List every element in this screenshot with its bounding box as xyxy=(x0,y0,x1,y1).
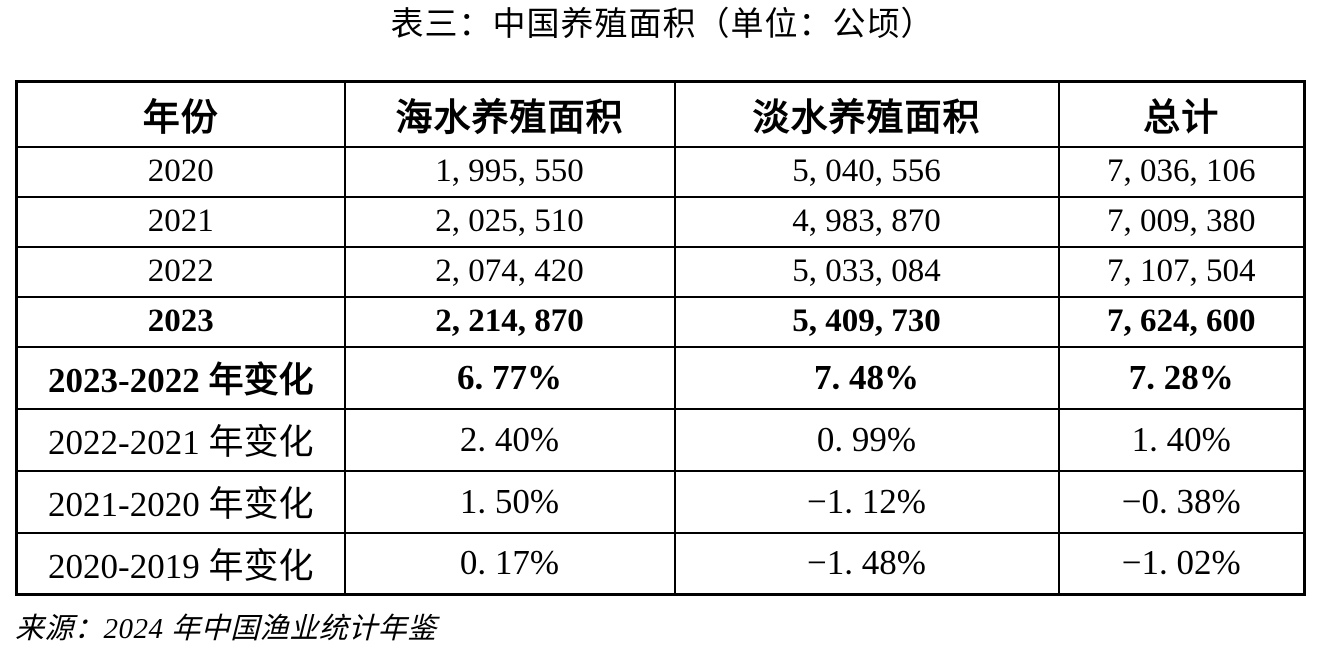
marine-change-cell: 2. 40% xyxy=(343,407,676,472)
table-row-2022: 2022 2, 074, 420 5, 033, 084 7, 107, 504 xyxy=(15,245,1306,298)
freshwater-value-cell: 5, 409, 730 xyxy=(673,295,1060,348)
change-label-cell: 2021-2020 年变化 xyxy=(15,469,346,534)
header-freshwater-area: 淡水养殖面积 xyxy=(673,80,1060,148)
aquaculture-area-table: 年份 海水养殖面积 淡水养殖面积 总计 2020 1, 995, 550 5, … xyxy=(15,80,1306,596)
freshwater-change-cell: 0. 99% xyxy=(673,407,1060,472)
freshwater-value-cell: 5, 040, 556 xyxy=(673,145,1060,198)
marine-value-cell: 2, 074, 420 xyxy=(343,245,676,298)
marine-value-cell: 2, 025, 510 xyxy=(343,195,676,248)
total-value-cell: 7, 624, 600 xyxy=(1057,295,1306,348)
table-row-change-2021-2020: 2021-2020 年变化 1. 50% −1. 12% −0. 38% xyxy=(15,469,1306,534)
freshwater-change-cell: 7. 48% xyxy=(673,345,1060,410)
table-title: 表三：中国养殖面积（单位：公顷） xyxy=(390,7,935,43)
header-year: 年份 xyxy=(15,80,346,148)
marine-change-cell: 6. 77% xyxy=(343,345,676,410)
freshwater-change-cell: −1. 12% xyxy=(673,469,1060,534)
freshwater-change-cell: −1. 48% xyxy=(673,531,1060,596)
header-marine-area: 海水养殖面积 xyxy=(343,80,676,148)
year-cell: 2022 xyxy=(15,245,346,298)
table-row-change-2022-2021: 2022-2021 年变化 2. 40% 0. 99% 1. 40% xyxy=(15,407,1306,472)
total-change-cell: −0. 38% xyxy=(1057,469,1306,534)
table-header-row: 年份 海水养殖面积 淡水养殖面积 总计 xyxy=(15,80,1306,148)
year-cell: 2020 xyxy=(15,145,346,198)
marine-value-cell: 2, 214, 870 xyxy=(343,295,676,348)
source-note: 来源：2024 年中国渔业统计年鉴 xyxy=(15,613,437,645)
table-row-change-2023-2022: 2023-2022 年变化 6. 77% 7. 48% 7. 28% xyxy=(15,345,1306,410)
freshwater-value-cell: 4, 983, 870 xyxy=(673,195,1060,248)
year-cell: 2023 xyxy=(15,295,346,348)
total-change-cell: −1. 02% xyxy=(1057,531,1306,596)
change-label-cell: 2022-2021 年变化 xyxy=(15,407,346,472)
marine-change-cell: 0. 17% xyxy=(343,531,676,596)
table-row-change-2020-2019: 2020-2019 年变化 0. 17% −1. 48% −1. 02% xyxy=(15,531,1306,596)
year-cell: 2021 xyxy=(15,195,346,248)
total-change-cell: 7. 28% xyxy=(1057,345,1306,410)
marine-value-cell: 1, 995, 550 xyxy=(343,145,676,198)
freshwater-value-cell: 5, 033, 084 xyxy=(673,245,1060,298)
total-value-cell: 7, 009, 380 xyxy=(1057,195,1306,248)
table-row-2023: 2023 2, 214, 870 5, 409, 730 7, 624, 600 xyxy=(15,295,1306,348)
change-label-cell: 2020-2019 年变化 xyxy=(15,531,346,596)
total-value-cell: 7, 107, 504 xyxy=(1057,245,1306,298)
total-value-cell: 7, 036, 106 xyxy=(1057,145,1306,198)
table-row-2020: 2020 1, 995, 550 5, 040, 556 7, 036, 106 xyxy=(15,145,1306,198)
change-label-cell: 2023-2022 年变化 xyxy=(15,345,346,410)
total-change-cell: 1. 40% xyxy=(1057,407,1306,472)
marine-change-cell: 1. 50% xyxy=(343,469,676,534)
header-total: 总计 xyxy=(1057,80,1306,148)
table-row-2021: 2021 2, 025, 510 4, 983, 870 7, 009, 380 xyxy=(15,195,1306,248)
